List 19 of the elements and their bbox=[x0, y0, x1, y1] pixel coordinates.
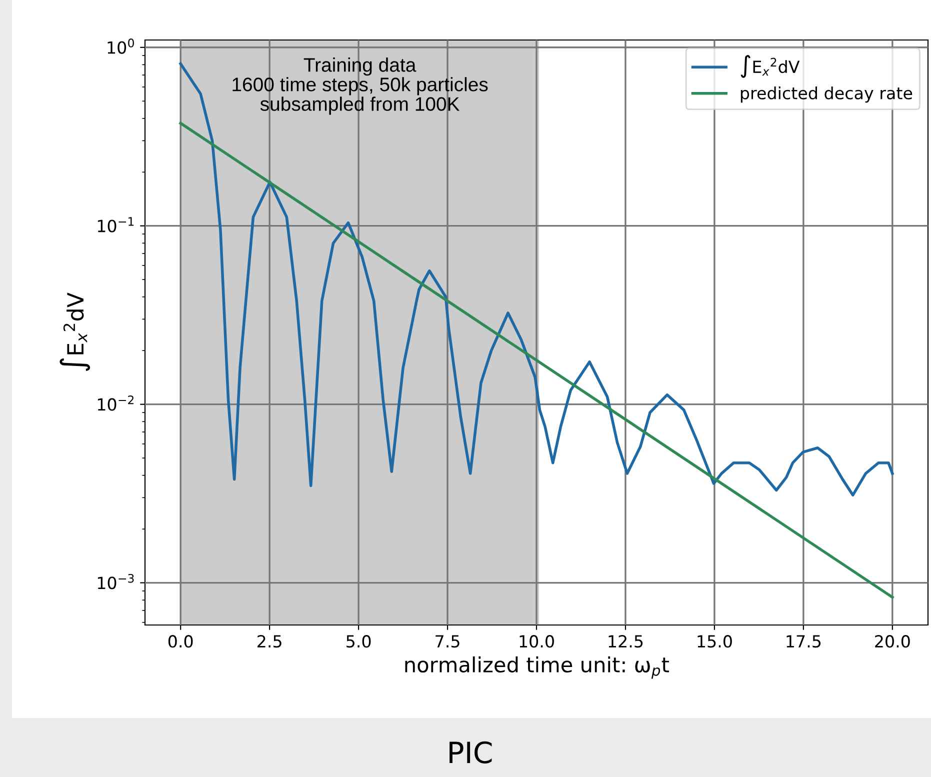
legend-label: predicted decay rate bbox=[740, 86, 912, 103]
x-tick-label: 0.0 bbox=[168, 635, 193, 648]
band-label: Training data 1600 time steps, 50k particles subsampled from 100K bbox=[232, 58, 488, 115]
x-tick-label: 5.0 bbox=[346, 635, 371, 648]
x-tick-label: 7.5 bbox=[436, 635, 460, 648]
x-tick-label: 12.5 bbox=[608, 635, 643, 648]
y-axis-title: ∫E$_{x}$$^{2}$dV bbox=[60, 292, 90, 372]
x-tick-label: 10.0 bbox=[520, 635, 554, 648]
legend-label: ∫E$_{x}$$^{2}$dV bbox=[740, 55, 800, 78]
x-tick-label: 17.5 bbox=[786, 635, 821, 648]
y-tick-label: 10$^{−2}$ bbox=[98, 395, 134, 411]
x-tick-label: 2.5 bbox=[258, 635, 282, 648]
x-axis-title: normalized time unit: ω$_{p}$t bbox=[405, 656, 669, 679]
y-tick-label: 10$^{0}$ bbox=[108, 38, 134, 54]
x-tick-label: 20.0 bbox=[875, 635, 910, 648]
y-tick-label: 10$^{−3}$ bbox=[98, 574, 134, 590]
y-tick-label: 10$^{−1}$ bbox=[98, 217, 134, 232]
x-tick-label: 15.0 bbox=[698, 635, 732, 648]
text: PIC bbox=[450, 741, 492, 764]
